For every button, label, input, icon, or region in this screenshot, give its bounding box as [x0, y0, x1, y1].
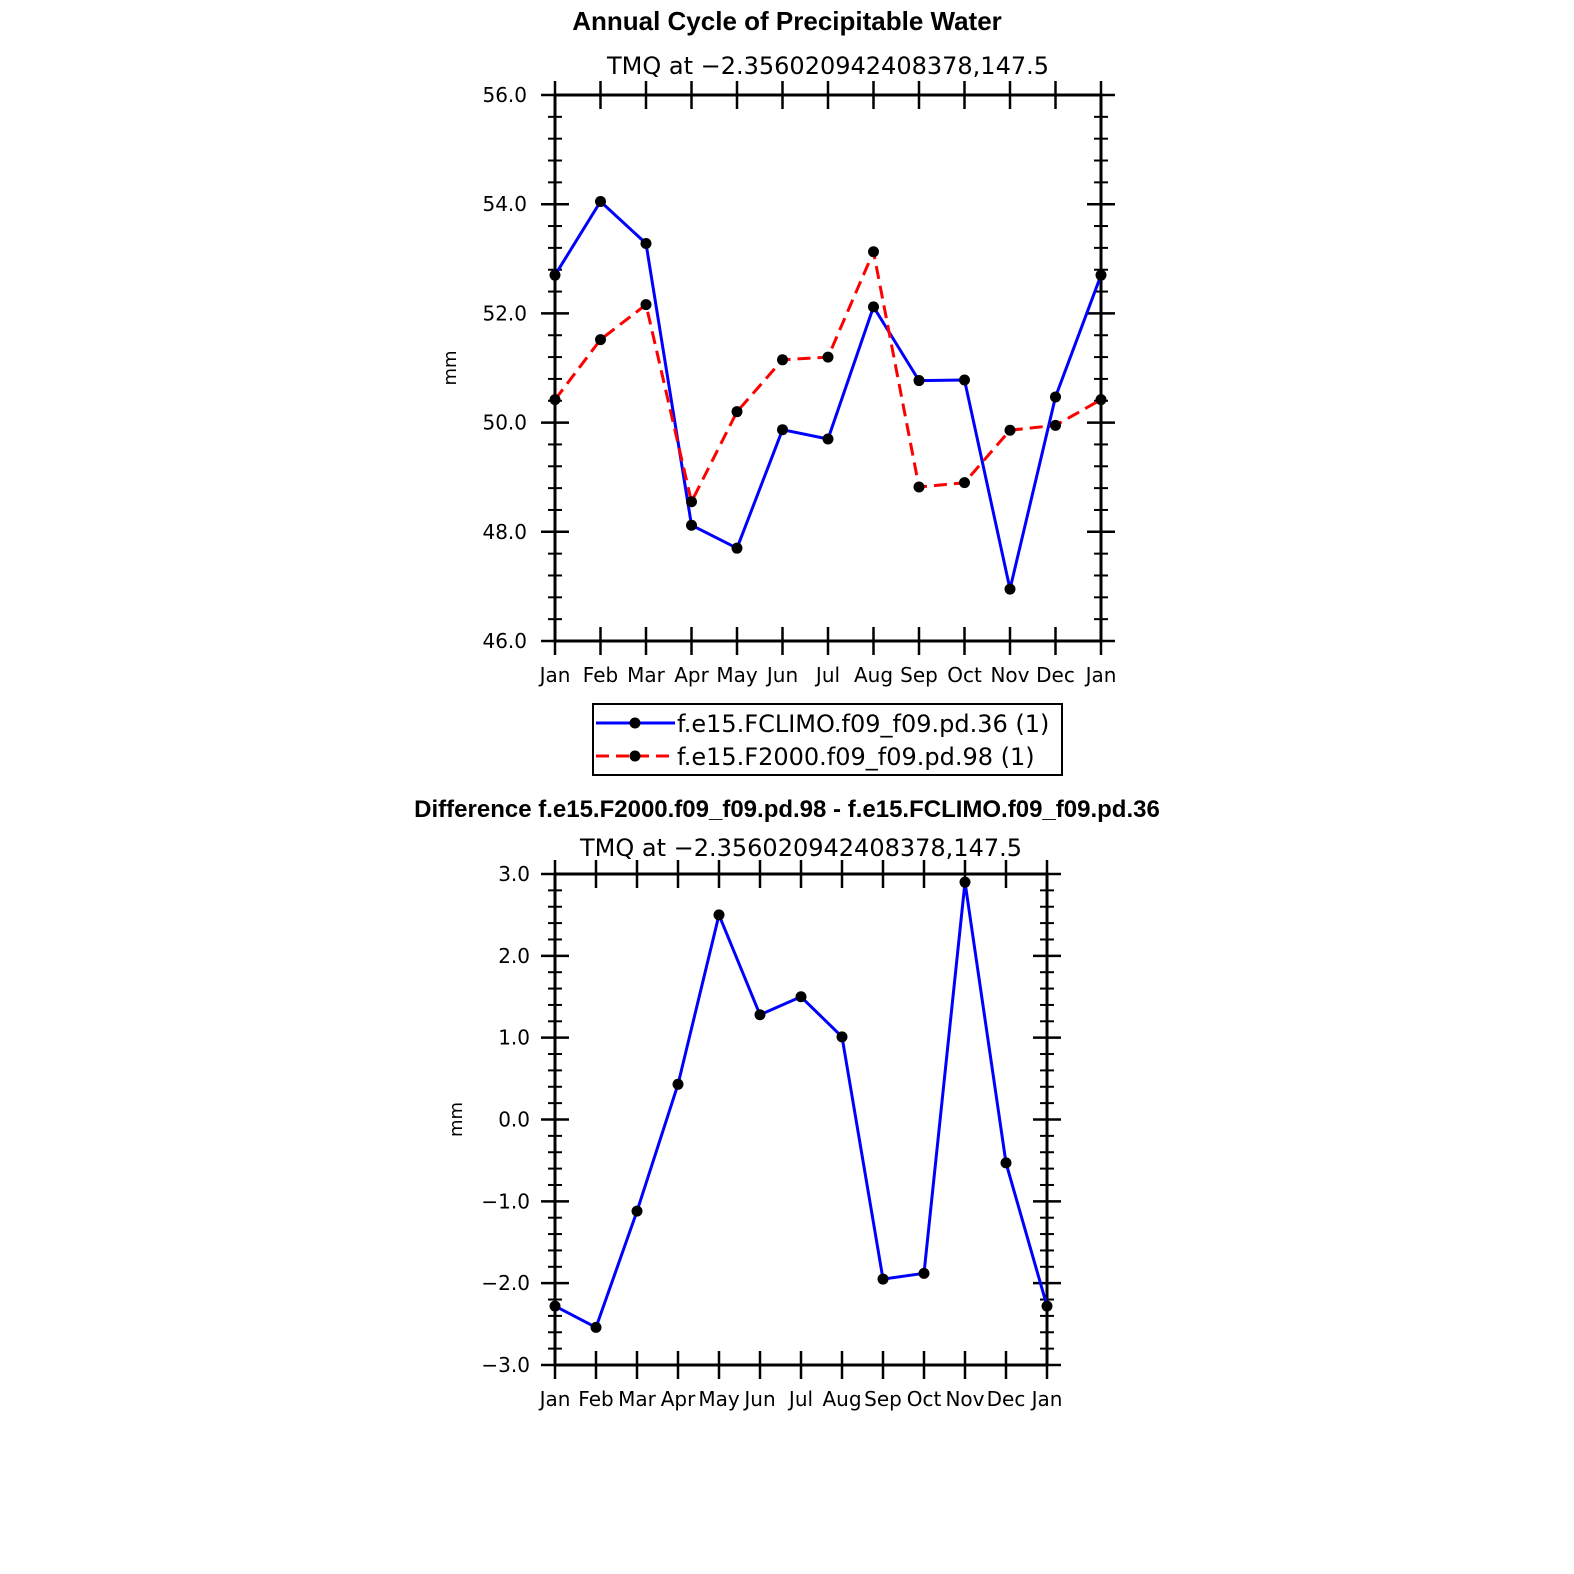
chart1-x-tick-label: May — [716, 663, 758, 687]
chart1-y-tick-label: 50.0 — [482, 411, 527, 435]
chart2-series-1-point — [1000, 1157, 1012, 1169]
chart1-x-tick-label: Nov — [990, 663, 1029, 687]
chart2-series-1-point — [754, 1009, 766, 1021]
chart2-series-1-line — [554, 880, 1049, 1329]
chart2-series-1-point — [672, 1078, 684, 1090]
chart1-series-1-line — [553, 200, 1103, 591]
chart1-plot-frame — [553, 93, 1103, 643]
chart1-series-2-point — [868, 246, 879, 258]
chart2-x-tick-label: Aug — [822, 1387, 861, 1411]
chart2-subtitle: TMQ at −2.356020942408378,147.5 — [579, 834, 1022, 862]
chart2-y-tick-label: −2.0 — [481, 1271, 530, 1295]
chart1-series-1-point — [686, 519, 697, 531]
chart1-legend-box — [592, 703, 1063, 776]
chart1-series-2-point — [549, 394, 561, 406]
chart1-series-2-point — [1004, 424, 1016, 436]
chart2-x-tick-label: Feb — [578, 1387, 613, 1411]
chart2-series-1-point — [549, 1300, 561, 1312]
chart1-y-tick-label: 48.0 — [482, 520, 527, 544]
chart2-series-1-point — [713, 909, 725, 921]
chart2-series-1-point — [959, 876, 971, 888]
chart1-series-1-point — [1095, 269, 1107, 281]
chart1-series-1-point — [595, 195, 606, 207]
chart1-x-tick-label: Feb — [583, 663, 618, 687]
chart1-x-tick-label: Dec — [1036, 663, 1075, 687]
chart2-series-1-point — [918, 1267, 930, 1279]
chart2-y-tick-label: 1.0 — [498, 1026, 530, 1050]
chart2-x-tick-label: Jan — [538, 1387, 571, 1411]
chart2-x-tick-label: Jan — [1030, 1387, 1063, 1411]
chart2-x-tick-label: Jun — [742, 1387, 775, 1411]
chart1-series-1-point — [822, 433, 834, 445]
chart1-series-2-point — [913, 481, 925, 493]
chart1-series-2-point — [686, 496, 697, 508]
chart1-series-2-point — [959, 477, 970, 489]
chart1-y-tick-label: 52.0 — [482, 301, 527, 325]
chart2-series-1-point — [795, 991, 807, 1003]
chart2-y-axis-title: mm — [446, 1102, 467, 1137]
chart2-series-1-point — [590, 1321, 602, 1333]
chart2-x-tick-label: Jul — [787, 1387, 813, 1411]
chart-title-annual-cycle: Annual Cycle of Precipitable Water — [572, 6, 1002, 36]
chart2-series-1-point — [836, 1031, 848, 1043]
chart1-subtitle: TMQ at −2.356020942408378,147.5 — [606, 52, 1049, 80]
chart1-x-tick-label: Jul — [814, 663, 840, 687]
chart2-x-tick-label: Dec — [987, 1387, 1026, 1411]
chart2-x-tick-label: Sep — [864, 1387, 902, 1411]
chart1-legend-marker-1 — [629, 717, 641, 729]
chart1-x-tick-label: Aug — [854, 663, 893, 687]
chart1-series-1-point — [1004, 583, 1016, 595]
chart1-x-tick-label: Apr — [674, 663, 709, 687]
chart1-x-tick-label: Jan — [1084, 663, 1117, 687]
chart1-series-1-point — [1050, 391, 1061, 403]
chart1-series-2-point — [595, 334, 606, 346]
chart1-y-tick-label: 54.0 — [482, 192, 527, 216]
chart1-x-tick-label: Oct — [947, 663, 982, 687]
chart2-x-tick-label: Oct — [907, 1387, 942, 1411]
chart1-series-1-point — [640, 238, 652, 250]
chart2-y-tick-label: −3.0 — [481, 1353, 530, 1377]
chart1-x-tick-label: Sep — [900, 663, 938, 687]
chart1-series-2-point — [777, 354, 788, 366]
chart2-x-tick-label: Apr — [661, 1387, 696, 1411]
chart2-x-tick-label: Nov — [945, 1387, 984, 1411]
chart1-series-1-point — [913, 375, 925, 387]
chart2-y-tick-label: 2.0 — [498, 944, 530, 968]
chart1-y-axis-title: mm — [440, 350, 461, 385]
chart1-series-1-point — [868, 301, 879, 313]
chart1-x-tick-label: Jan — [538, 663, 571, 687]
chart1-series-2-line — [553, 250, 1102, 504]
chart2-x-tick-label: Mar — [618, 1387, 657, 1411]
chart1-y-tick-label: 46.0 — [482, 629, 527, 653]
chart1-x-tick-label: Jun — [765, 663, 798, 687]
chart-title-difference: Difference f.e15.F2000.f09_f09.pd.98 - f… — [414, 796, 1160, 823]
chart2-y-tick-label: 0.0 — [498, 1108, 530, 1132]
chart1-series-2-point — [822, 351, 834, 363]
chart1-legend-marker-2 — [629, 750, 641, 762]
chart1-series-2-point — [1095, 394, 1107, 406]
chart2-x-tick-label: May — [698, 1387, 740, 1411]
chart2-y-tick-label: −1.0 — [481, 1189, 530, 1213]
chart1-y-tick-label: 56.0 — [482, 83, 527, 107]
chart1-series-2-point — [640, 299, 652, 311]
chart1-series-1-point — [777, 424, 788, 436]
chart2-series-1-point — [631, 1205, 643, 1217]
chart1-series-2-point — [1050, 419, 1061, 431]
chart1-series-1-point — [549, 269, 561, 281]
chart1-x-tick-label: Mar — [627, 663, 666, 687]
chart1-series-1-point — [959, 374, 970, 386]
chart2-series-1-point — [877, 1273, 889, 1285]
chart2-y-tick-label: 3.0 — [498, 862, 530, 886]
chart1-series-2-point — [731, 406, 743, 418]
chart1-legend-label-1: f.e15.FCLIMO.f09_f09.pd.36 (1) — [677, 710, 1049, 738]
chart2-series-1-point — [1041, 1300, 1053, 1312]
chart1-series-1-point — [731, 542, 743, 554]
chart1-legend-label-2: f.e15.F2000.f09_f09.pd.98 (1) — [677, 743, 1035, 771]
